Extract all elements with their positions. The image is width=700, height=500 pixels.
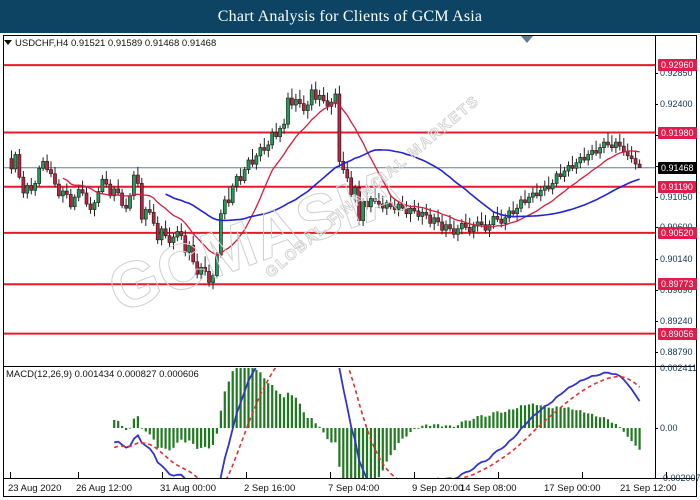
price-tick bbox=[655, 290, 658, 291]
price-tick bbox=[655, 259, 658, 261]
price-tick-label: 0.92850 bbox=[660, 67, 693, 78]
macd-pane[interactable] bbox=[4, 368, 655, 478]
time-axis-label: 17 Sep 00:00 bbox=[544, 483, 601, 494]
time-tick bbox=[414, 472, 415, 479]
time-axis-label: 14 Sep 08:00 bbox=[460, 483, 517, 494]
pane-separator bbox=[4, 366, 695, 367]
price-tick bbox=[655, 321, 658, 322]
symbol-ohlc-bar[interactable]: USDCHF,H4 0.91521 0.91589 0.91468 0.9146… bbox=[4, 37, 216, 51]
page-title: Chart Analysis for Clients of GCM Asia bbox=[217, 8, 483, 25]
price-tick-label: 0.92400 bbox=[660, 98, 693, 109]
time-tick bbox=[246, 472, 247, 479]
macd-plot bbox=[113, 368, 641, 478]
price-pane[interactable] bbox=[4, 52, 655, 365]
price-tick bbox=[655, 351, 658, 353]
time-axis-line bbox=[4, 478, 695, 479]
price-tick-label: 0.89240 bbox=[660, 316, 693, 326]
level-price-badge[interactable]: 0.90520 bbox=[658, 226, 697, 239]
time-tick bbox=[162, 472, 163, 479]
price-tick bbox=[655, 72, 658, 74]
price-tick bbox=[655, 103, 658, 105]
time-tick bbox=[10, 472, 11, 479]
last-price-badge[interactable]: 0.91468 bbox=[658, 161, 697, 174]
caret-down-icon[interactable] bbox=[4, 39, 12, 45]
price-axis-line bbox=[655, 36, 656, 478]
time-axis-label: 7 Sep 04:00 bbox=[328, 483, 380, 494]
level-price-badge[interactable]: 0.89056 bbox=[658, 327, 697, 340]
level-price-badge[interactable]: 0.91980 bbox=[658, 126, 697, 139]
time-axis-label: 31 Aug 00:00 bbox=[160, 483, 216, 494]
price-plot bbox=[4, 64, 655, 335]
time-tick bbox=[78, 472, 79, 479]
price-tick bbox=[655, 134, 658, 136]
price-tick-label: 0.91050 bbox=[660, 191, 693, 202]
chart-top-marker-icon bbox=[521, 36, 533, 43]
time-axis-label: 21 Sep 12:00 bbox=[620, 483, 677, 494]
price-tick-label: 0.90140 bbox=[660, 254, 693, 265]
macd-label: MACD(12,26,9) 0.001434 0.000827 0.000606 bbox=[6, 369, 199, 380]
price-tick bbox=[655, 196, 658, 198]
price-tick bbox=[655, 227, 658, 229]
macd-axis-label: 0.00 bbox=[660, 423, 678, 433]
level-price-badge[interactable]: 0.91190 bbox=[658, 180, 696, 193]
price-tick-label: 0.88790 bbox=[660, 346, 693, 357]
time-tick bbox=[582, 472, 583, 479]
symbol-ohlc-text: USDCHF,H4 0.91521 0.91589 0.91468 0.9146… bbox=[15, 38, 217, 49]
macd-axis-label: -0.002007 bbox=[660, 473, 700, 483]
title-bar: Chart Analysis for Clients of GCM Asia bbox=[0, 0, 700, 33]
time-axis-label: 9 Sep 20:00 bbox=[412, 483, 464, 494]
level-price-badge[interactable]: 0.92960 bbox=[658, 59, 697, 72]
price-tick bbox=[655, 165, 658, 167]
time-tick bbox=[330, 472, 331, 479]
macd-tick bbox=[655, 428, 658, 429]
time-tick bbox=[498, 472, 499, 479]
time-axis-label: 23 Aug 2020 bbox=[8, 483, 62, 494]
macd-axis-label: 0.002411 bbox=[660, 363, 697, 373]
time-axis-label: 2 Sep 16:00 bbox=[244, 483, 296, 494]
time-axis-label: 26 Aug 12:00 bbox=[76, 483, 132, 494]
time-tick bbox=[666, 472, 667, 479]
level-price-badge[interactable]: 0.89773 bbox=[658, 278, 697, 291]
